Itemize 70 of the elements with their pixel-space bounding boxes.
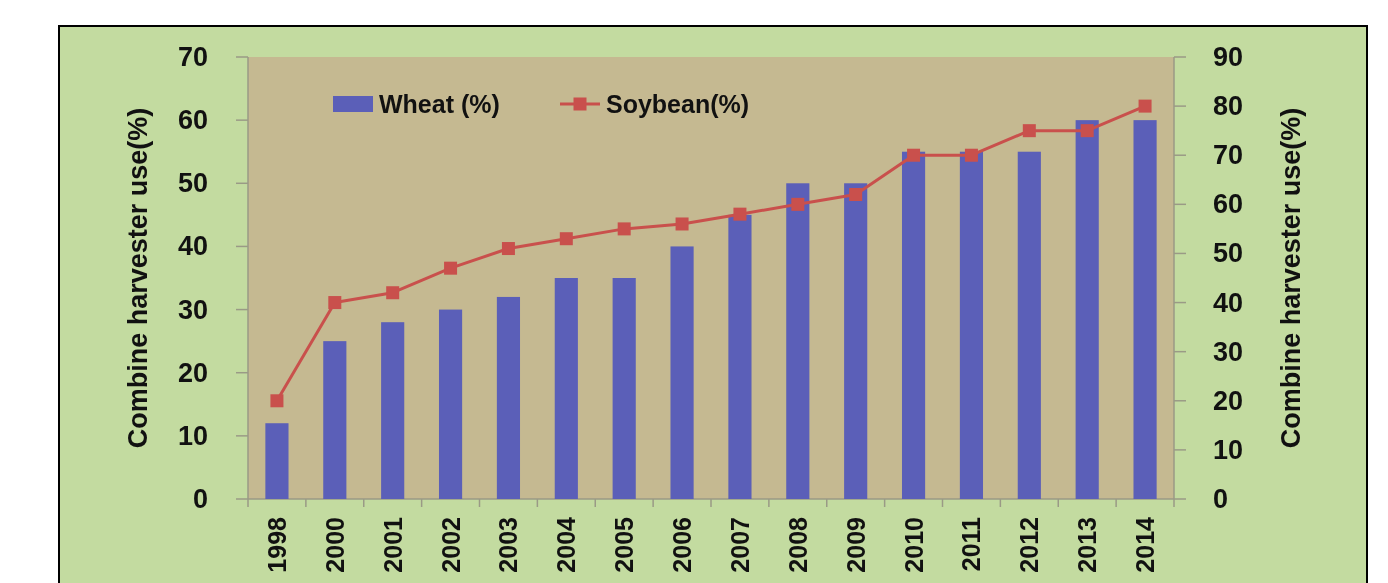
y2-tick-label: 80 (1213, 91, 1244, 122)
x-tick-label: 2012 (1015, 517, 1044, 573)
point (733, 207, 747, 221)
bar (786, 183, 810, 499)
x-tick-label: 1998 (262, 516, 291, 573)
y2-tick-label: 90 (1213, 42, 1244, 72)
point (791, 197, 805, 211)
y2-tick-label: 70 (1213, 140, 1244, 171)
bar (496, 296, 521, 499)
x-tick-label: 2013 (1073, 517, 1102, 573)
x-tick-label: 2001 (378, 516, 407, 573)
x-tick-label: 2009 (841, 517, 870, 573)
point (964, 148, 978, 162)
x-tick-label: 2000 (320, 517, 349, 573)
y-tick-label: 20 (177, 357, 208, 388)
x-tick-label: 2005 (610, 516, 639, 573)
bar (959, 151, 984, 499)
x-tick-label: 2007 (725, 517, 754, 573)
point (1138, 99, 1152, 113)
point (907, 148, 921, 162)
y2-tick-label: 50 (1213, 238, 1244, 269)
y-tick-label: 70 (177, 42, 208, 72)
point (328, 296, 342, 310)
bar (1017, 151, 1041, 499)
y2-tick-label: 60 (1213, 189, 1244, 220)
x-tick-label: 2004 (552, 516, 581, 573)
point (386, 286, 400, 300)
bar (844, 183, 868, 499)
point (559, 232, 573, 246)
legend-label: Wheat (%) (379, 90, 500, 118)
y-tick-label: 40 (177, 231, 208, 262)
bar (612, 278, 636, 499)
point (270, 394, 284, 408)
y-tick-label: 10 (177, 420, 208, 451)
bar (1133, 120, 1157, 499)
x-tick-label: 2011 (957, 516, 986, 572)
point (1022, 124, 1036, 138)
legend-label: Soybean(%) (606, 90, 750, 118)
point (849, 188, 863, 202)
x-tick-label: 2008 (783, 516, 812, 573)
y-axis-title: Combine harvester use(%) (123, 107, 153, 449)
bar (265, 423, 289, 499)
bar (381, 322, 405, 499)
bar (323, 341, 347, 499)
point (444, 261, 458, 275)
x-tick-label: 2006 (668, 517, 697, 573)
x-tick-label: 2003 (494, 517, 523, 573)
point (617, 222, 631, 236)
y2-tick-label: 40 (1213, 287, 1244, 318)
bar (438, 309, 463, 499)
point (501, 242, 515, 256)
y-tick-label: 50 (177, 168, 208, 199)
bar (728, 214, 752, 499)
y2-axis-title: Combine harvester use(%) (1276, 107, 1306, 449)
x-tick-label: 2010 (899, 517, 928, 573)
y2-tick-label: 20 (1213, 385, 1244, 416)
y2-tick-label: 30 (1213, 336, 1244, 367)
point (1080, 124, 1094, 138)
y2-tick-label: 0 (1213, 484, 1229, 514)
bar (901, 151, 926, 499)
y-tick-label: 0 (192, 484, 208, 514)
bar (1075, 120, 1099, 499)
bar (670, 246, 694, 499)
x-tick-label: 2014 (1131, 516, 1160, 573)
y-tick-label: 60 (177, 105, 208, 136)
y-tick-label: 30 (177, 294, 208, 325)
y2-tick-label: 10 (1213, 434, 1244, 465)
x-tick-label: 2002 (436, 517, 465, 573)
bar (554, 278, 578, 499)
point (675, 217, 689, 231)
